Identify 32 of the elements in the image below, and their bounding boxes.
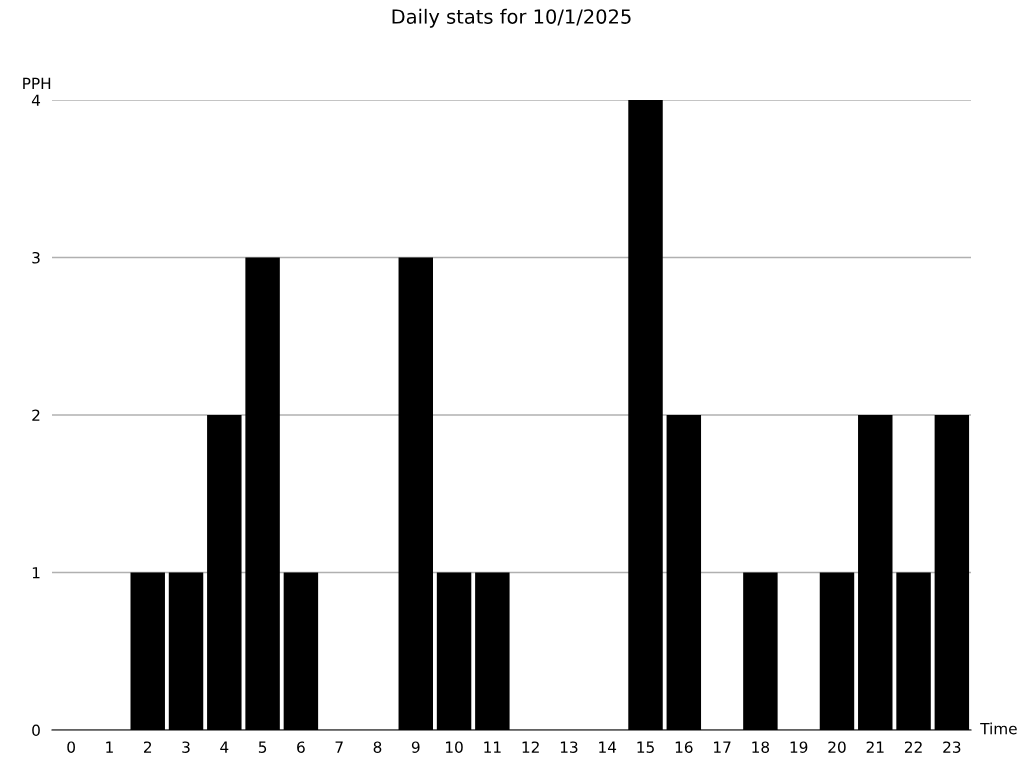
x-tick-label: 6 <box>297 741 305 753</box>
x-tick-label: 7 <box>335 741 343 753</box>
x-tick-label: 20 <box>828 741 846 753</box>
x-tick-label: 16 <box>675 741 693 753</box>
x-tick-label: 2 <box>143 741 152 753</box>
x-tick-label: 11 <box>484 741 501 753</box>
x-tick-label: 17 <box>714 741 731 753</box>
x-tick-label: 0 <box>67 741 75 753</box>
chart-title: Daily stats for 10/1/2025 <box>392 8 631 28</box>
x-tick-label: 22 <box>904 741 922 753</box>
x-tick-label: 15 <box>637 741 654 753</box>
x-tick-label: 4 <box>220 741 229 753</box>
x-tick-label: 9 <box>411 741 420 753</box>
x-tick-label: 1 <box>106 741 113 753</box>
x-tick-label: 13 <box>560 741 578 753</box>
y-tick-label: 1 <box>32 567 40 579</box>
y-tick-label: 3 <box>32 251 40 264</box>
x-tick-label: 10 <box>446 741 463 753</box>
x-tick-label: 5 <box>258 741 267 753</box>
x-tick-label: 3 <box>182 741 190 753</box>
x-axis-title: Time <box>980 722 1017 735</box>
y-tick-label: 2 <box>32 409 40 421</box>
y-tick-label: 4 <box>31 94 41 106</box>
x-tick-label: 18 <box>752 741 770 753</box>
x-tick-label: 23 <box>943 741 961 753</box>
x-tick-label: 8 <box>373 741 382 753</box>
x-tick-label: 14 <box>599 741 617 753</box>
x-tick-label: 19 <box>790 741 808 753</box>
y-axis-title: PPH <box>23 77 51 89</box>
x-tick-label: 21 <box>866 741 884 753</box>
x-tick-label: 12 <box>522 741 539 753</box>
y-tick-label: 0 <box>32 724 40 737</box>
